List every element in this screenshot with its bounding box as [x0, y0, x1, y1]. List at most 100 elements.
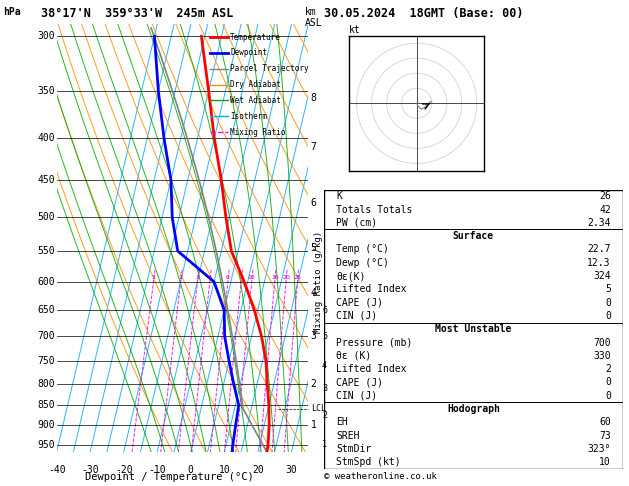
Text: 2: 2 [322, 411, 327, 420]
Text: 850: 850 [38, 400, 55, 410]
Text: 350: 350 [38, 86, 55, 96]
Text: 4: 4 [208, 275, 212, 279]
Text: Dry Adiabat: Dry Adiabat [230, 80, 281, 89]
Text: kt: kt [349, 25, 361, 35]
Text: Surface: Surface [453, 231, 494, 241]
Text: 5: 5 [311, 243, 316, 253]
Text: -20: -20 [115, 465, 133, 475]
Text: 1: 1 [311, 420, 316, 431]
Text: Dewpoint: Dewpoint [230, 49, 267, 57]
Text: 26: 26 [599, 191, 611, 201]
Text: StmDir: StmDir [336, 444, 371, 454]
Text: 323°: 323° [587, 444, 611, 454]
Text: -40: -40 [48, 465, 65, 475]
Text: CAPE (J): CAPE (J) [336, 297, 383, 308]
Text: 0: 0 [605, 378, 611, 387]
Text: Parcel Trajectory: Parcel Trajectory [230, 64, 309, 73]
Text: PW (cm): PW (cm) [336, 218, 377, 228]
Text: 4: 4 [311, 289, 316, 298]
Text: 42: 42 [599, 205, 611, 214]
Text: ASL: ASL [305, 18, 323, 29]
Text: CAPE (J): CAPE (J) [336, 378, 383, 387]
Text: 1: 1 [152, 275, 155, 279]
Text: 3: 3 [322, 383, 327, 393]
Text: 12.3: 12.3 [587, 258, 611, 268]
Text: 300: 300 [38, 31, 55, 41]
Text: Isotherm: Isotherm [230, 112, 267, 121]
Text: Totals Totals: Totals Totals [336, 205, 412, 214]
Text: 4: 4 [322, 361, 327, 370]
Text: CIN (J): CIN (J) [336, 311, 377, 321]
Text: Wet Adiabat: Wet Adiabat [230, 96, 281, 105]
Text: Temperature: Temperature [230, 33, 281, 42]
Text: 6: 6 [322, 306, 327, 314]
Text: 10: 10 [599, 457, 611, 468]
Text: 20: 20 [252, 465, 264, 475]
Text: Hodograph: Hodograph [447, 404, 500, 414]
Text: Dewpoint / Temperature (°C): Dewpoint / Temperature (°C) [86, 472, 254, 482]
Text: θε(K): θε(K) [336, 271, 365, 281]
Text: StmSpd (kt): StmSpd (kt) [336, 457, 401, 468]
Text: 324: 324 [593, 271, 611, 281]
Text: 0: 0 [605, 297, 611, 308]
Text: 6: 6 [226, 275, 230, 279]
Text: Dewp (°C): Dewp (°C) [336, 258, 389, 268]
Text: Most Unstable: Most Unstable [435, 324, 511, 334]
Text: Mixing Ratio (g/kg): Mixing Ratio (g/kg) [314, 231, 323, 333]
Text: 600: 600 [38, 277, 55, 287]
Text: 700: 700 [38, 331, 55, 342]
Text: -30: -30 [81, 465, 99, 475]
Text: 0: 0 [188, 465, 194, 475]
Text: 0: 0 [605, 311, 611, 321]
Text: 10: 10 [248, 275, 255, 279]
Text: Pressure (mb): Pressure (mb) [336, 338, 412, 347]
Text: -10: -10 [148, 465, 166, 475]
Text: 400: 400 [38, 133, 55, 143]
Text: © weatheronline.co.uk: © weatheronline.co.uk [324, 472, 437, 481]
Text: 550: 550 [38, 246, 55, 256]
Text: 0: 0 [605, 391, 611, 401]
Text: Temp (°C): Temp (°C) [336, 244, 389, 255]
Text: 60: 60 [599, 417, 611, 427]
Text: 500: 500 [38, 212, 55, 222]
Text: 2: 2 [179, 275, 182, 279]
Text: SREH: SREH [336, 431, 359, 441]
Text: 450: 450 [38, 175, 55, 185]
Text: Mixing Ratio: Mixing Ratio [230, 128, 286, 137]
Text: 10: 10 [218, 465, 230, 475]
Text: θε (K): θε (K) [336, 351, 371, 361]
Text: EH: EH [336, 417, 348, 427]
Text: CIN (J): CIN (J) [336, 391, 377, 401]
Text: 5: 5 [322, 332, 327, 341]
Text: 700: 700 [593, 338, 611, 347]
Text: hPa: hPa [3, 7, 21, 17]
Text: 7: 7 [311, 142, 316, 152]
Text: 3: 3 [196, 275, 199, 279]
Text: 8: 8 [311, 93, 316, 103]
Text: Lifted Index: Lifted Index [336, 284, 406, 295]
Text: 20: 20 [282, 275, 290, 279]
Text: 3: 3 [311, 331, 316, 342]
Text: 30.05.2024  18GMT (Base: 00): 30.05.2024 18GMT (Base: 00) [324, 7, 523, 20]
Text: 25: 25 [294, 275, 301, 279]
Text: 650: 650 [38, 305, 55, 315]
Text: 6: 6 [311, 198, 316, 208]
Text: 8: 8 [239, 275, 243, 279]
Text: 2: 2 [311, 379, 316, 389]
Text: K: K [336, 191, 342, 201]
Text: 330: 330 [593, 351, 611, 361]
Text: 750: 750 [38, 356, 55, 366]
Text: 2.34: 2.34 [587, 218, 611, 228]
Text: 800: 800 [38, 379, 55, 389]
Text: 16: 16 [271, 275, 279, 279]
Text: 900: 900 [38, 420, 55, 431]
Text: 1: 1 [322, 440, 327, 449]
Text: 38°17'N  359°33'W  245m ASL: 38°17'N 359°33'W 245m ASL [41, 7, 233, 20]
Text: 30: 30 [286, 465, 298, 475]
Text: 5: 5 [605, 284, 611, 295]
Text: 73: 73 [599, 431, 611, 441]
Text: 950: 950 [38, 440, 55, 450]
Text: 22.7: 22.7 [587, 244, 611, 255]
Text: Lifted Index: Lifted Index [336, 364, 406, 374]
Text: LCL: LCL [311, 404, 326, 413]
